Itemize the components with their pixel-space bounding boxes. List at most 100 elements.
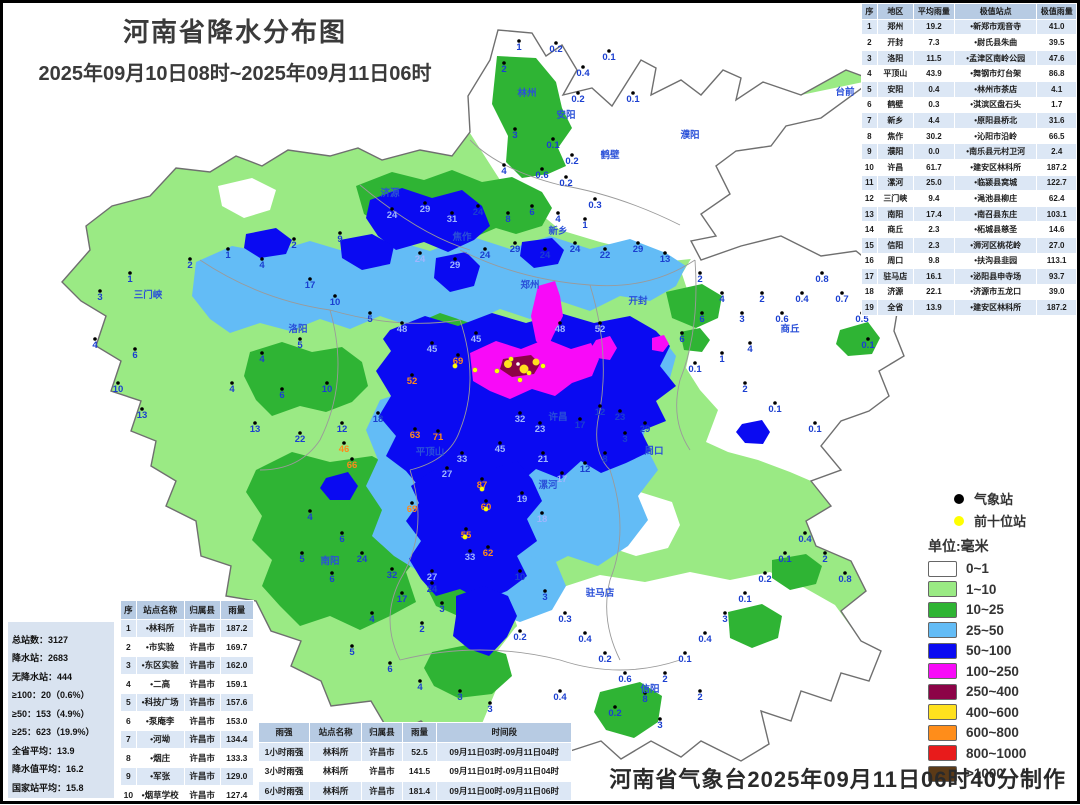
region-table-cell: •建安区林科所	[953, 299, 1038, 316]
top-ten-station-dot-icon	[526, 370, 532, 376]
region-table-cell: 25.0	[912, 174, 955, 192]
station-rainfall-value: 4	[555, 214, 561, 225]
station-rainfall-value: 6	[329, 574, 334, 585]
city-label: 新乡	[548, 225, 567, 237]
region-table-cell: 0.4	[912, 80, 955, 98]
station-table-cell: 5	[120, 692, 137, 712]
prefecture-boundaries	[199, 139, 697, 671]
station-dot-icon	[663, 251, 667, 255]
region-table-header: 序	[861, 3, 878, 20]
station-dot-icon	[530, 204, 534, 208]
region-table-cell: •临颍县窝城	[953, 174, 1038, 192]
title-block: 河南省降水分布图 2025年09月10日08时~2025年09月11日06时	[30, 12, 440, 86]
station-dot-icon	[520, 491, 524, 495]
station-table-row: 6 •泵庵李 许昌市 153.0	[120, 711, 255, 731]
legend-range-label: >1000	[966, 766, 1004, 781]
region-table-cell: 66.5	[1036, 127, 1077, 145]
station-rainfall-value: 24	[415, 254, 426, 265]
station-table-cell: 许昌市	[183, 692, 221, 712]
station-dot-icon	[603, 651, 607, 655]
station-rainfall-value: 3	[542, 592, 547, 603]
region-table-cell: 6	[861, 96, 878, 114]
station-table-cell: 9	[120, 766, 137, 786]
station-rainfall-value: 21	[538, 454, 549, 465]
station-rainfall-value: 31	[447, 214, 458, 225]
legend-color-swatch	[928, 724, 957, 741]
station-rainfall-value: 46	[339, 444, 350, 455]
station-dot-icon	[598, 404, 602, 408]
station-table-cell: 许昌市	[183, 655, 221, 675]
legend-marker-row: 前十位站	[954, 511, 1068, 530]
station-dot-icon	[683, 651, 687, 655]
station-table-cell: 1	[120, 618, 137, 638]
station-rainfall-value: 17	[557, 474, 568, 485]
station-rainfall-value: 71	[433, 432, 444, 443]
station-rainfall-value: 0.4	[576, 68, 590, 79]
station-rainfall-value: 24	[427, 584, 438, 595]
station-rainfall-value: 9	[337, 234, 342, 245]
station-rainfall-value: 45	[427, 344, 438, 355]
station-dot-icon	[720, 291, 724, 295]
legend-color-swatch	[928, 642, 957, 659]
region-table-cell: 86.8	[1036, 65, 1077, 82]
city-label: 台前	[835, 86, 855, 98]
intensity-table-cell: 52.5	[401, 741, 438, 762]
station-dot-icon	[866, 337, 870, 341]
region-table-cell: 18	[861, 283, 878, 301]
station-values-layer: 120.20.10.40.10.230.10.24 0.60.20.3134610…	[92, 39, 875, 731]
intensity-table-cell: 许昌市	[361, 780, 403, 801]
city-label: 林州	[517, 87, 536, 99]
station-rainfall-value: 17	[305, 280, 316, 291]
city-label: 许昌	[548, 411, 567, 423]
station-rainfall-value: 4	[747, 344, 753, 355]
legend-scale-row: 400~600	[928, 704, 1068, 720]
station-dot-icon	[388, 661, 392, 665]
city-label: 开封	[628, 295, 648, 307]
region-table-cell: 0.3	[912, 96, 955, 114]
region-table-row: 5 安阳 0.4 •林州市茶店 4.1	[861, 80, 1077, 98]
station-dot-icon	[563, 611, 567, 615]
region-table-row: 17 驻马店 16.1 •泌阳县申寺场 93.7	[861, 268, 1077, 285]
city-label: 濮阳	[679, 129, 699, 141]
legend-range-label: 50~100	[966, 643, 1012, 658]
attribution-text: 河南省气象台2025年09月11日06时40分制作	[609, 767, 1066, 792]
legend-color-swatch	[928, 601, 957, 618]
station-dot-icon	[560, 471, 564, 475]
station-dot-icon	[570, 153, 574, 157]
station-rainfall-value: 29	[510, 244, 521, 255]
station-rainfall-value: 6	[339, 534, 344, 545]
station-dot-icon	[698, 689, 702, 693]
station-dot-icon	[760, 291, 764, 295]
region-table-cell: 鹤壁	[876, 96, 914, 114]
region-table-cell: 16	[861, 252, 878, 270]
region-table-cell: 平顶山	[876, 65, 914, 82]
station-rainfall-value: 1	[582, 220, 588, 231]
rain-region-400-600	[504, 358, 540, 374]
region-table-cell: 41.0	[1036, 18, 1077, 36]
station-dot-icon	[502, 163, 506, 167]
station-rainfall-value: 3	[97, 292, 102, 303]
station-rainfall-value: 69	[453, 356, 464, 367]
station-table-cell: 许昌市	[183, 766, 221, 786]
region-table-cell: 济源	[876, 283, 914, 301]
region-table-cell: 47.6	[1036, 49, 1077, 67]
station-rainfall-value: 29	[640, 424, 651, 435]
station-dot-icon	[748, 341, 752, 345]
station-dot-icon	[573, 241, 577, 245]
station-rainfall-value: 33	[465, 552, 476, 563]
stat-line: 国家站平均：15.8	[12, 782, 84, 793]
station-dot-icon	[543, 247, 547, 251]
station-table-row: 4 •二高 许昌市 159.1	[120, 674, 255, 694]
station-dot-icon	[436, 429, 440, 433]
station-table-cell: 许昌市	[183, 748, 221, 768]
station-dot-icon	[743, 381, 747, 385]
station-table-cell: •市实验	[135, 637, 185, 657]
station-dot-icon	[698, 271, 702, 275]
station-dot-icon	[506, 211, 510, 215]
region-table-cell: 1.7	[1036, 96, 1077, 114]
station-rainfall-value: 6	[279, 390, 284, 401]
legend-marker-label: 前十位站	[974, 514, 1027, 529]
station-rainfall-value: 24	[480, 250, 491, 261]
station-rainfall-value: 69	[407, 504, 418, 515]
station-dot-icon	[376, 411, 380, 415]
